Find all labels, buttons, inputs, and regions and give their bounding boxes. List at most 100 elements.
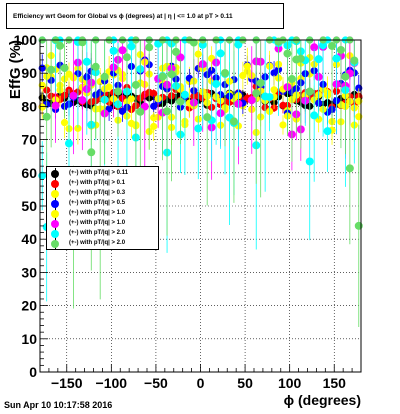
data-point: [127, 95, 135, 103]
data-point: [310, 43, 319, 52]
data-point: [345, 164, 354, 173]
legend-marker-icon: [51, 200, 59, 208]
data-point: [82, 57, 91, 66]
data-point: [167, 70, 176, 79]
legend-entry: (+-) with pT/|q| > 0.11: [47, 168, 158, 180]
legend-label: (+-) with pT/|q| > 2.0: [69, 230, 126, 236]
data-point: [314, 55, 323, 64]
chart-title: Efficiency wrt Geom for Global vs ϕ (deg…: [13, 12, 233, 20]
data-point: [203, 113, 212, 122]
data-point: [216, 49, 225, 58]
x-tick-label: 50: [237, 375, 253, 391]
legend-marker-icon: [51, 240, 59, 248]
x-tick-label: 0: [197, 375, 205, 391]
data-point: [100, 72, 109, 81]
legend-marker-icon: [51, 180, 59, 188]
data-point: [336, 45, 345, 54]
data-point: [180, 90, 189, 99]
data-point: [114, 87, 123, 96]
data-point: [341, 72, 350, 81]
x-tick-label: −100: [96, 375, 128, 391]
legend-label: (+-) with pT/|q| > 0.11: [69, 170, 129, 176]
legend-marker-icon: [51, 210, 59, 218]
legend-marker-icon: [51, 190, 59, 198]
data-point: [194, 124, 203, 133]
data-point: [69, 91, 78, 100]
data-point: [158, 72, 167, 81]
data-point: [109, 46, 118, 55]
y-tick-label: 20: [21, 298, 37, 314]
data-point: [279, 121, 287, 129]
x-tick-label: −50: [144, 375, 168, 391]
data-point: [150, 122, 158, 131]
x-axis-label: ϕ (degrees): [284, 392, 361, 408]
x-tick-label: 100: [278, 375, 302, 391]
y-axis-label: EffG (%): [7, 40, 24, 99]
data-point: [171, 47, 180, 56]
legend-marker-icon: [51, 170, 59, 178]
y-tick-label: 70: [21, 132, 37, 148]
data-point: [78, 96, 87, 105]
data-point: [176, 53, 185, 62]
y-tick-label: 10: [21, 331, 37, 347]
data-point: [252, 89, 261, 98]
data-point: [270, 86, 278, 94]
data-point: [212, 79, 221, 88]
y-tick-label: 0: [29, 364, 37, 380]
data-point: [42, 112, 51, 121]
data-point: [150, 89, 158, 98]
data-point: [310, 111, 319, 120]
data-point: [60, 119, 69, 127]
legend-marker-icon: [51, 220, 59, 228]
data-point: [243, 62, 251, 70]
legend: (+-) with pT/|q| > 0.11 (+-) with pT/|q| …: [46, 166, 159, 250]
data-point: [140, 102, 149, 111]
data-point: [332, 54, 341, 63]
data-point: [176, 97, 185, 106]
y-tick-label: 80: [21, 98, 37, 114]
data-point: [60, 64, 69, 73]
data-point: [131, 80, 140, 89]
legend-label: (+-) with pT/|q| > 1.0: [69, 220, 126, 226]
y-tick-label: 40: [21, 231, 37, 247]
data-point: [229, 117, 238, 126]
data-point: [118, 46, 127, 55]
legend-entry: (+-) with pT/|q| > 0.3: [47, 188, 158, 200]
legend-entry: (+-) with pT/|q| > 1.0: [47, 208, 158, 220]
data-point: [239, 71, 247, 80]
data-point: [305, 87, 314, 96]
legend-marker-icon: [51, 230, 59, 238]
data-point: [283, 49, 292, 58]
legend-label: (+-) with pT/|q| > 1.0: [69, 210, 126, 216]
legend-label: (+-) with pT/|q| > 0.1: [69, 180, 126, 186]
timestamp: Sun Apr 10 10:17:58 2016: [4, 400, 113, 410]
data-point: [56, 41, 65, 50]
y-tick-label: 60: [21, 165, 37, 181]
y-tick-label: 100: [14, 32, 38, 48]
data-point: [150, 102, 158, 110]
legend-label: (+-) with pT/|q| > 0.5: [69, 200, 126, 206]
data-point: [105, 83, 113, 91]
data-point: [296, 54, 305, 63]
legend-entry: (+-) with pT/|q| > 0.5: [47, 198, 158, 210]
data-point: [350, 56, 359, 65]
data-point: [287, 74, 296, 83]
legend-label: (+-) with pT/|q| > 2.0: [69, 240, 126, 246]
y-tick-label: 30: [21, 264, 37, 280]
data-point: [328, 41, 337, 50]
data-point: [74, 124, 82, 132]
x-tick-label: −150: [51, 375, 83, 391]
y-tick-label: 90: [21, 65, 37, 81]
data-point: [87, 148, 96, 157]
legend-label: (+-) with pT/|q| > 0.3: [69, 190, 126, 196]
data-point: [221, 68, 230, 77]
data-point: [47, 65, 56, 74]
data-point: [136, 107, 145, 116]
data-point: [51, 101, 60, 110]
data-point: [319, 41, 328, 50]
data-point: [64, 139, 73, 148]
data-point: [256, 79, 265, 88]
data-point: [354, 221, 363, 230]
